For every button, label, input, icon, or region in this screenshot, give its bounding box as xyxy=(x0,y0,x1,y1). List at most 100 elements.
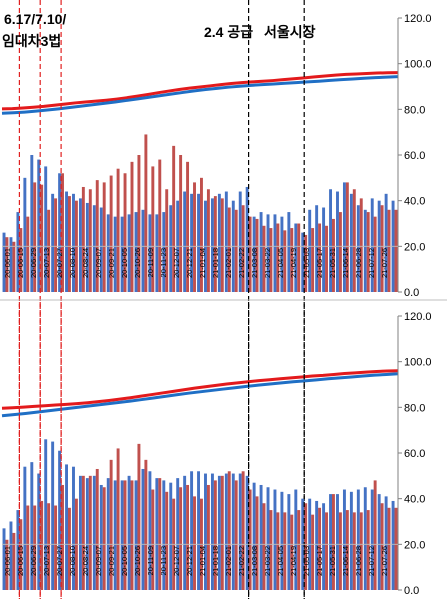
x-tick-label-23: 21-05-03 xyxy=(302,248,311,278)
bar-s0-2 xyxy=(16,212,20,292)
bar-s1-22 xyxy=(158,478,162,590)
bar-s0-51 xyxy=(356,489,360,590)
bar-s0-55 xyxy=(384,496,388,590)
x-tick-label-28: 21-07-12 xyxy=(367,248,376,278)
bar-s1-3 xyxy=(26,505,30,590)
bar-s0-35 xyxy=(245,475,249,590)
x-tick-label-8: 20-09-21 xyxy=(107,546,116,576)
bar-s0-46 xyxy=(322,207,326,292)
bar-s1-45 xyxy=(318,507,322,590)
y-tick-label-2: 40.0 xyxy=(404,196,425,208)
bar-s1-20 xyxy=(144,134,148,292)
bar-s0-36 xyxy=(252,216,256,292)
bar-s1-40 xyxy=(283,230,287,292)
bar-s0-7 xyxy=(51,193,55,292)
x-tick-label-12: 20-11-23 xyxy=(159,546,168,575)
y-tick-label-6: 120.0 xyxy=(404,13,432,25)
bar-s1-48 xyxy=(338,512,342,590)
bar-s1-36 xyxy=(255,496,259,590)
bar-s0-6 xyxy=(44,439,48,590)
bar-s1-20 xyxy=(144,459,148,590)
bar-s1-14 xyxy=(102,487,106,590)
x-tick-label-0: 20-06-01 xyxy=(3,546,12,576)
bar-s1-22 xyxy=(158,159,162,292)
bar-s0-34 xyxy=(238,473,242,590)
bar-s1-26 xyxy=(186,161,190,292)
bar-s0-40 xyxy=(280,216,284,292)
bar-s1-21 xyxy=(151,489,155,590)
x-tick-label-17: 21-02-01 xyxy=(224,248,233,278)
bar-s0-13 xyxy=(92,475,96,590)
x-tick-label-11: 20-11-09 xyxy=(146,546,155,575)
bar-s0-49 xyxy=(342,489,346,590)
bar-s1-31 xyxy=(220,475,224,590)
bar-s0-24 xyxy=(169,205,173,292)
y-tick-label-0: 0.0 xyxy=(404,585,419,597)
bar-s0-5 xyxy=(37,473,41,590)
bar-s0-48 xyxy=(336,494,339,590)
bar-s1-49 xyxy=(345,510,349,590)
x-tick-label-1: 20-06-15 xyxy=(16,248,25,278)
bar-s0-22 xyxy=(155,478,159,590)
x-tick-label-21: 21-04-05 xyxy=(276,546,285,576)
bar-s0-36 xyxy=(252,482,256,590)
x-tick-label-22: 21-04-19 xyxy=(289,546,298,576)
bar-s1-13 xyxy=(95,468,99,590)
bar-s1-56 xyxy=(394,209,398,292)
bar-s1-1 xyxy=(12,532,16,590)
y-tick-label-6: 120.0 xyxy=(404,311,432,323)
bar-s0-43 xyxy=(301,232,305,292)
x-tick-label-29: 21-07-26 xyxy=(380,248,389,278)
bar-s1-47 xyxy=(332,494,335,590)
x-tick-label-16: 21-01-18 xyxy=(211,248,220,278)
bar-s0-17 xyxy=(120,480,124,590)
bar-s0-9 xyxy=(65,464,68,590)
bar-s0-0 xyxy=(2,528,6,590)
x-tick-label-8: 20-09-21 xyxy=(107,248,116,278)
bar-s0-33 xyxy=(231,473,235,590)
bar-s1-48 xyxy=(338,212,342,292)
x-tick-label-28: 21-07-12 xyxy=(367,546,376,576)
x-tick-label-13: 20-12-07 xyxy=(172,546,181,576)
bar-s1-6 xyxy=(47,503,51,590)
bar-s1-38 xyxy=(269,228,273,292)
bar-s0-48 xyxy=(336,191,339,292)
bar-s0-41 xyxy=(287,212,291,292)
bar-s0-21 xyxy=(148,214,152,292)
bar-s1-27 xyxy=(193,182,196,292)
bar-s0-47 xyxy=(329,189,332,292)
x-tick-label-14: 20-12-21 xyxy=(185,546,194,576)
x-tick-label-4: 20-07-27 xyxy=(55,546,64,576)
bar-s0-16 xyxy=(113,480,117,590)
bar-s0-22 xyxy=(155,214,159,292)
bar-s1-39 xyxy=(276,512,280,590)
x-tick-label-17: 21-02-01 xyxy=(224,546,233,576)
bar-s0-26 xyxy=(183,475,187,590)
bar-s1-30 xyxy=(213,480,217,590)
bar-s1-2 xyxy=(19,228,23,292)
bar-s0-11 xyxy=(78,198,82,292)
bar-s1-33 xyxy=(234,209,238,292)
x-tick-label-14: 20-12-21 xyxy=(185,248,194,278)
bar-s0-27 xyxy=(190,471,194,590)
bar-s0-28 xyxy=(197,193,200,292)
bar-s1-50 xyxy=(352,189,356,292)
bar-s1-5 xyxy=(40,500,44,590)
bar-s1-15 xyxy=(109,459,113,590)
annotation-policy-dates: 6.17/7.10/ xyxy=(4,11,66,27)
y-tick-label-4: 80.0 xyxy=(404,104,425,116)
bar-s0-2 xyxy=(16,510,20,590)
bar-s1-33 xyxy=(234,480,238,590)
bar-s0-1 xyxy=(9,521,13,590)
bar-s0-34 xyxy=(238,191,242,292)
bar-s0-20 xyxy=(141,468,145,590)
x-tick-label-10: 20-10-26 xyxy=(133,248,142,278)
y-tick-label-1: 20.0 xyxy=(404,539,425,551)
bar-s1-9 xyxy=(68,507,71,590)
bar-s0-56 xyxy=(391,500,395,590)
x-tick-label-10: 20-10-26 xyxy=(133,546,142,576)
y-tick-label-3: 60.0 xyxy=(404,448,425,460)
bar-s1-54 xyxy=(380,205,384,292)
